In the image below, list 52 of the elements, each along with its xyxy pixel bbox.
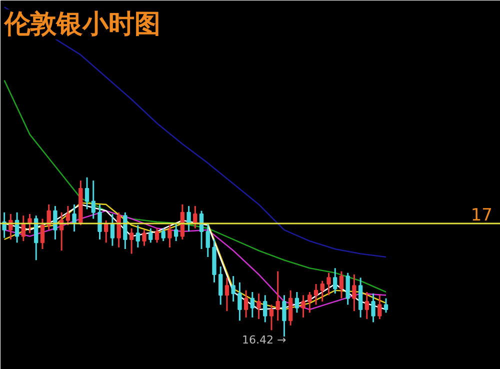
- candlestick: [263, 294, 268, 323]
- candlestick: [288, 290, 293, 326]
- candlestick: [301, 294, 306, 318]
- candlestick: [320, 280, 324, 302]
- candlestick: [339, 270, 344, 300]
- candlestick: [378, 294, 382, 320]
- candlestick: [256, 292, 261, 320]
- candlestick: [142, 229, 146, 247]
- candlestick: [244, 290, 248, 318]
- candlestick: [346, 272, 350, 306]
- candlestick: [161, 228, 166, 242]
- candlestick: [186, 205, 191, 232]
- candlestick: [269, 304, 274, 331]
- candlestick: [294, 291, 300, 314]
- candlestick: [282, 294, 286, 338]
- candlestick: [218, 266, 223, 306]
- candlestick: [206, 222, 210, 258]
- candlestick: [224, 276, 230, 312]
- candlestick: [129, 228, 134, 255]
- candlestick: [238, 282, 242, 322]
- candlestick: [250, 291, 254, 318]
- candlestick: [180, 204, 185, 240]
- candlestick: [2, 212, 6, 239]
- candlestick: [333, 267, 338, 294]
- candlestick: [174, 222, 178, 242]
- chart-title: 伦敦银小时图: [4, 10, 160, 40]
- candlestick: [358, 276, 363, 318]
- candlestick: [314, 283, 318, 306]
- candlestick: [136, 224, 140, 248]
- candlestick: [308, 291, 312, 314]
- candlestick: [72, 204, 76, 232]
- candlestick: [116, 212, 121, 248]
- candlestick: [91, 180, 96, 220]
- candlestick: [231, 275, 236, 302]
- candlestick: [148, 228, 153, 244]
- candlestick: [276, 270, 280, 322]
- candlestick: [40, 218, 45, 250]
- candlestick: [154, 228, 160, 244]
- candlestick: [371, 292, 376, 323]
- candlestick: [8, 213, 13, 240]
- candlestick: [352, 274, 356, 312]
- candlestick: [66, 205, 70, 226]
- text: 17: [470, 206, 493, 226]
- candlestick: [98, 204, 102, 240]
- candlestick: [326, 272, 331, 296]
- annotation: 16.42 →: [242, 334, 286, 347]
- candlestick: [53, 205, 58, 240]
- candlestick: [84, 176, 90, 210]
- candlestick: [384, 298, 388, 314]
- candlestick: [364, 291, 370, 320]
- candlestick: [123, 212, 128, 250]
- candlestick: [168, 224, 172, 248]
